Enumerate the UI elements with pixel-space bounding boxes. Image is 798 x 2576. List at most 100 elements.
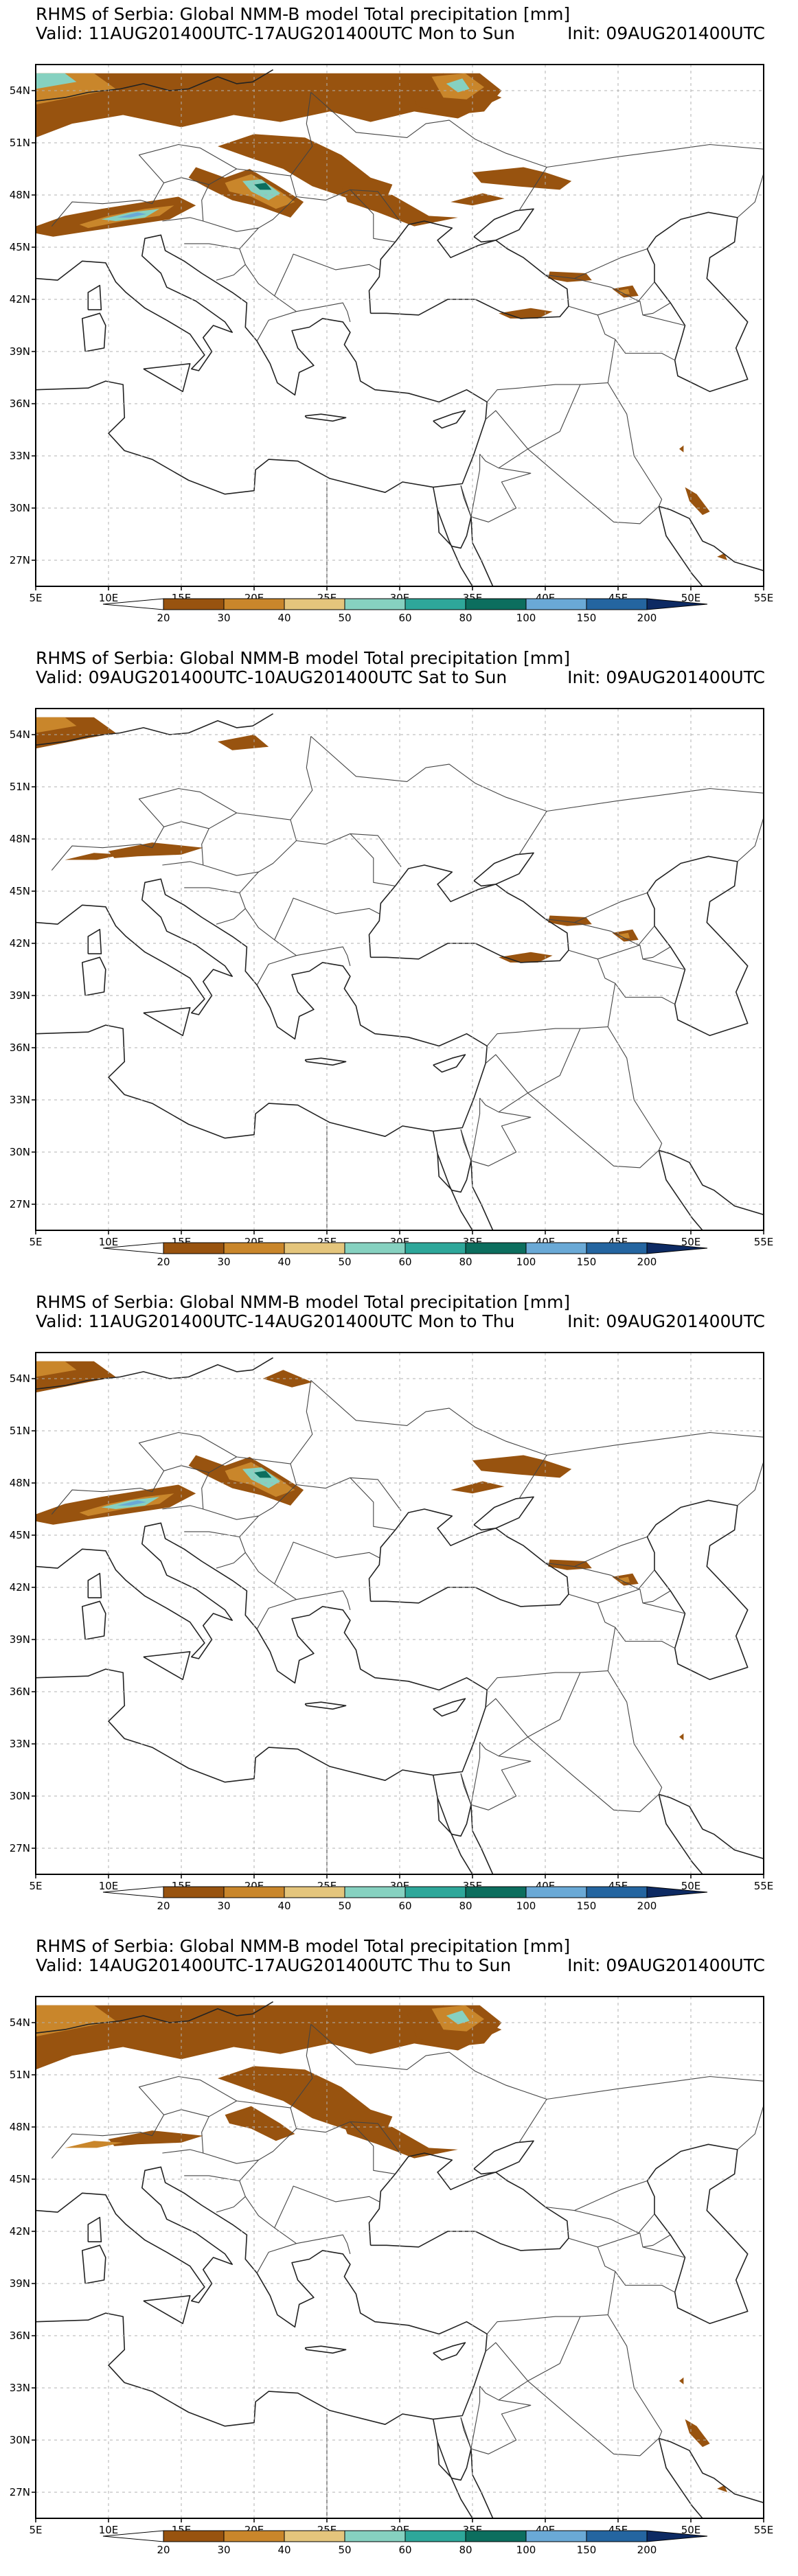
coastline — [36, 713, 274, 746]
colorbar: 20 30 40 50 60 80 100 150 200 — [102, 1242, 708, 1268]
coastline — [87, 928, 102, 955]
coastline — [368, 1508, 569, 1607]
lat-label: 45N — [10, 2173, 30, 2185]
colorbar: 20 30 40 50 60 80 100 150 200 — [102, 2530, 708, 2556]
lon-label: 55E — [754, 1236, 774, 1248]
border — [256, 1599, 297, 1630]
lat-label: 33N — [10, 1094, 30, 1106]
lon-label: 55E — [754, 592, 774, 604]
lat-label: 51N — [10, 137, 30, 149]
precip-area — [218, 735, 269, 750]
border — [296, 2121, 396, 2174]
border — [547, 143, 764, 168]
colorbar: 20 30 40 50 60 80 100 150 200 — [102, 1886, 708, 1912]
coastline — [659, 2437, 764, 2503]
coastline — [143, 2295, 191, 2325]
colorbar-swatch — [465, 598, 527, 610]
coastline — [87, 284, 102, 311]
colorbar-label: 80 — [459, 2544, 472, 2556]
precip-area — [679, 1733, 684, 1740]
border — [485, 2316, 581, 2382]
border — [347, 2243, 351, 2255]
border — [479, 448, 528, 469]
coastline — [36, 2166, 488, 2427]
border — [485, 1028, 581, 1094]
precip-area — [65, 853, 124, 860]
colorbar-label: 40 — [277, 1256, 290, 1268]
coastline — [433, 410, 466, 429]
border — [486, 2238, 616, 2334]
colorbar-label: 80 — [459, 612, 472, 624]
lon-label: 10E — [99, 1236, 119, 1248]
border — [239, 1515, 259, 1537]
border — [274, 253, 380, 297]
precip-area — [685, 2419, 710, 2448]
coastline — [82, 1600, 106, 1640]
colorbar-swatch — [344, 1886, 406, 1898]
colorbar-swatch — [404, 598, 466, 610]
border — [527, 1092, 659, 1169]
colorbar-label: 50 — [338, 1256, 351, 1268]
colorbar-label: 50 — [338, 2544, 351, 2556]
precip-areas — [36, 2005, 727, 2492]
border — [350, 833, 402, 867]
lat-label: 39N — [10, 345, 30, 358]
colorbar-label: 100 — [516, 1900, 536, 1912]
coastline — [368, 864, 569, 963]
border — [479, 2380, 528, 2401]
lon-label: 10E — [99, 1880, 119, 1892]
colorbar-swatch — [284, 1886, 345, 1898]
border — [296, 833, 396, 886]
coastlines — [36, 713, 764, 1230]
border — [642, 958, 685, 970]
lat-label: 33N — [10, 1738, 30, 1750]
coastline — [658, 1150, 703, 1230]
border — [274, 897, 380, 941]
border — [615, 982, 675, 1005]
colorbar-swatch — [404, 1242, 466, 1254]
colorbar-swatch — [525, 2530, 587, 2542]
river — [460, 2417, 472, 2449]
precip-area — [225, 2106, 295, 2141]
lon-label: 5E — [29, 1880, 42, 1892]
border — [485, 1672, 581, 1738]
border — [737, 1460, 764, 1506]
precip-area — [446, 2010, 470, 2025]
colorbar-swatch — [223, 2530, 285, 2542]
colorbar-swatch — [586, 2530, 648, 2542]
border — [470, 1742, 481, 1805]
coastline — [659, 1149, 764, 1215]
valid-period: Valid: 14AUG201400UTC-17AUG201400UTC Thu… — [36, 1955, 512, 1975]
colorbar-swatch — [586, 1242, 648, 1254]
border — [201, 819, 297, 876]
colorbar-swatch — [344, 2530, 406, 2542]
coastline — [143, 1651, 191, 1681]
colorbar-label: 20 — [157, 612, 170, 624]
border — [239, 227, 259, 249]
border — [256, 2243, 297, 2274]
lon-label: 55E — [754, 2524, 774, 2536]
lat-label: 27N — [10, 2486, 30, 2498]
coastline — [433, 487, 494, 586]
precip-areas — [36, 73, 727, 560]
precip-area — [254, 1471, 272, 1478]
precipitation-map: 5E 10E 15E 20E 25E 30E 35E 40E 45E 50E 55E 54N51N4… — [10, 1996, 774, 2556]
coastline — [82, 956, 106, 996]
lon-label: 50E — [681, 2524, 701, 2536]
coastline — [646, 211, 749, 393]
lat-label: 36N — [10, 1042, 30, 1054]
precip-area — [262, 1370, 312, 1388]
coastline — [658, 1794, 703, 1874]
colorbar-swatch — [284, 2530, 345, 2542]
lat-label: 30N — [10, 2434, 30, 2446]
border — [184, 2175, 246, 2213]
lat-label: 30N — [10, 1790, 30, 1802]
border — [201, 175, 297, 232]
lon-label: 10E — [99, 592, 119, 604]
border — [545, 274, 655, 302]
colorbar-label: 20 — [157, 1900, 170, 1912]
coastline — [437, 1153, 473, 1230]
lat-label: 27N — [10, 1198, 30, 1210]
colorbar-label: 100 — [516, 1256, 536, 1268]
border — [138, 2075, 237, 2115]
